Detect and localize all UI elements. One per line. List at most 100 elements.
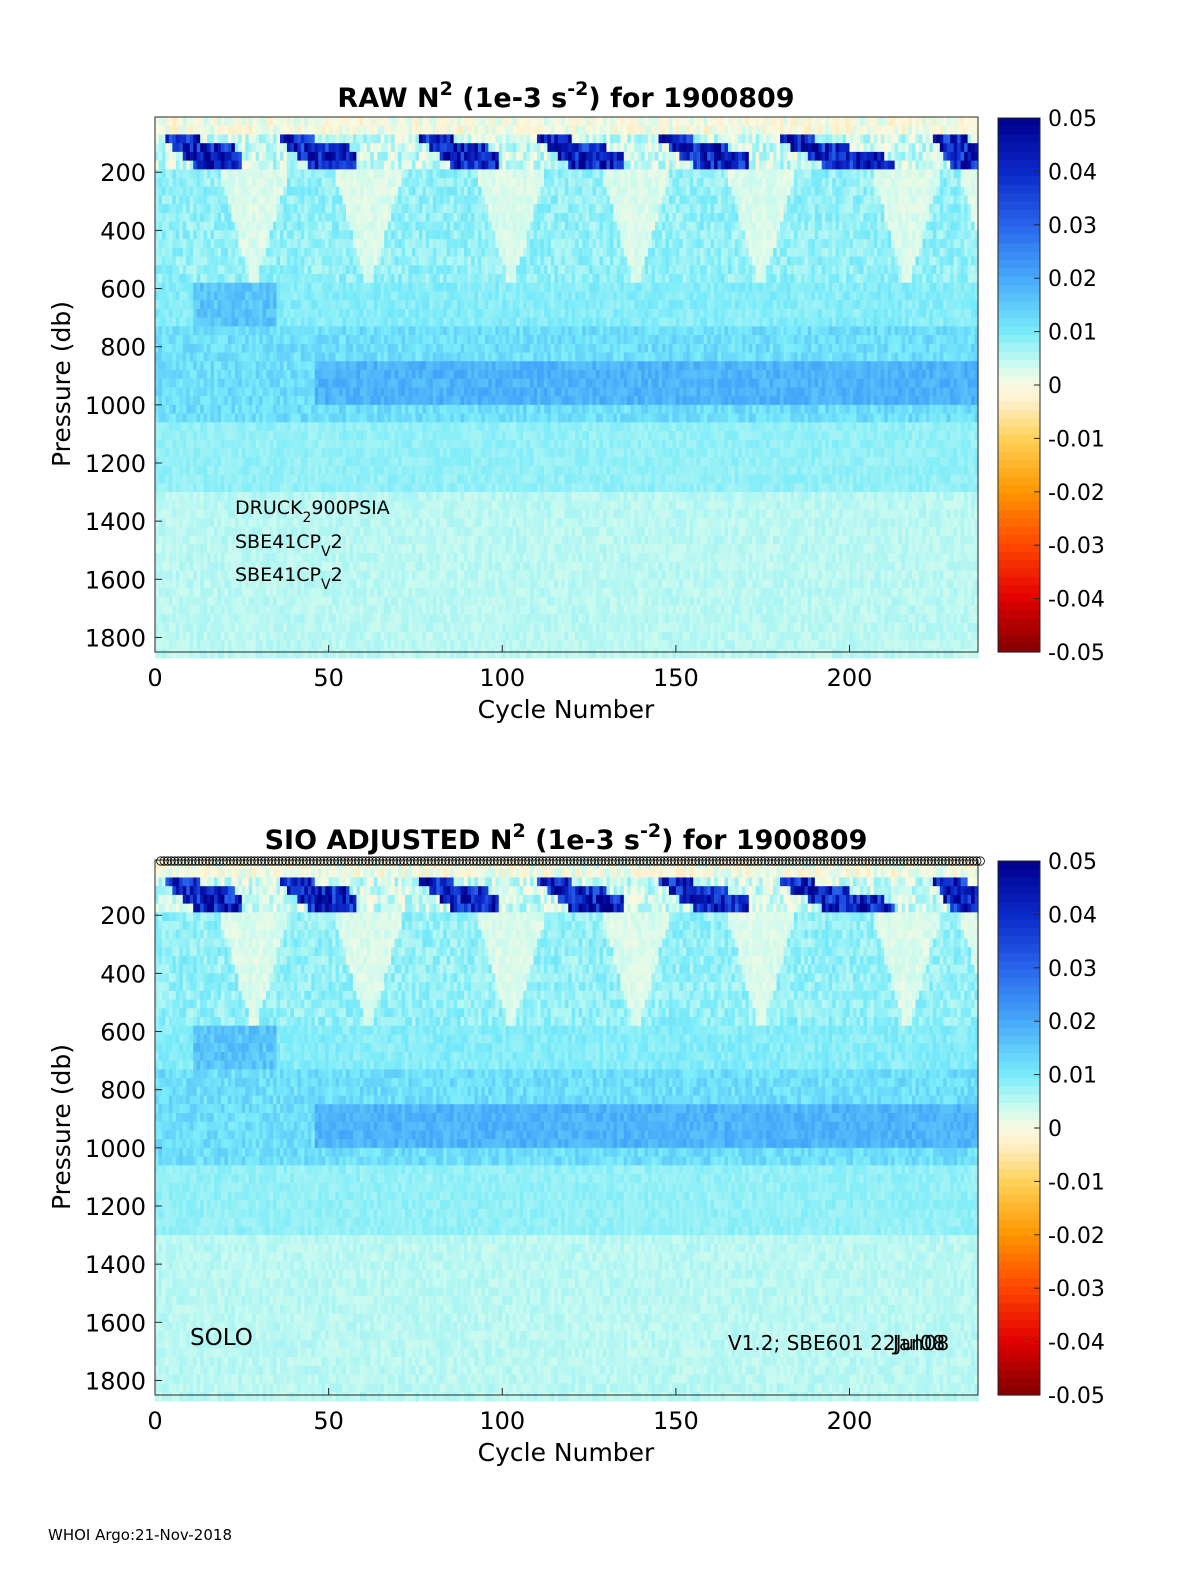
heatmap-cell — [169, 405, 173, 414]
heatmap-cell — [179, 475, 183, 484]
heatmap-cell — [155, 126, 159, 135]
heatmap-cell — [176, 143, 180, 152]
heatmap-cell — [169, 152, 173, 161]
heatmap-cell — [200, 396, 204, 405]
heatmap-cell — [207, 169, 211, 178]
heatmap-cell — [224, 457, 228, 466]
heatmap-cell — [158, 143, 162, 152]
heatmap-cell — [221, 475, 225, 484]
heatmap-cell — [179, 562, 183, 571]
heatmap-cell — [193, 466, 197, 475]
heatmap-cell — [200, 318, 204, 327]
heatmap-cell — [228, 117, 232, 126]
heatmap-cell — [221, 326, 225, 335]
heatmap-cell — [200, 283, 204, 292]
heatmap-cell — [158, 213, 162, 222]
heatmap-cell — [218, 117, 222, 126]
heatmap-cell — [183, 605, 187, 614]
heatmap-cell — [224, 248, 228, 257]
heatmap-cell — [190, 457, 194, 466]
heatmap-cell — [214, 527, 218, 536]
heatmap-cell — [211, 283, 215, 292]
heatmap-cell — [193, 588, 197, 597]
heatmap-cell — [169, 422, 173, 431]
heatmap-cell — [214, 117, 218, 126]
heatmap-cell — [165, 440, 169, 449]
heatmap-cell — [224, 536, 228, 545]
heatmap-cell — [204, 283, 208, 292]
heatmap-cell — [214, 265, 218, 274]
heatmap-cell — [200, 274, 204, 283]
heatmap-cell — [224, 588, 228, 597]
heatmap-cell — [162, 161, 166, 170]
heatmap-cell — [193, 562, 197, 571]
heatmap-cell — [179, 588, 183, 597]
heatmap-cell — [224, 143, 228, 152]
heatmap-cell — [186, 300, 190, 309]
heatmap-cell — [224, 440, 228, 449]
heatmap-cell — [172, 605, 176, 614]
heatmap-cell — [165, 335, 169, 344]
heatmap-cell — [224, 396, 228, 405]
heatmap-cell — [183, 204, 187, 213]
heatmap-cell — [179, 134, 183, 143]
heatmap-cell — [169, 544, 173, 553]
heatmap-cell — [186, 344, 190, 353]
heatmap-cell — [190, 126, 194, 135]
heatmap-cell — [193, 152, 197, 161]
heatmap-cell — [165, 117, 169, 126]
heatmap-cell — [193, 239, 197, 248]
heatmap-cell — [211, 318, 215, 327]
heatmap-cell — [224, 466, 228, 475]
heatmap-cell — [190, 353, 194, 362]
heatmap-cell — [224, 361, 228, 370]
heatmap-cell — [218, 649, 222, 658]
heatmap-cell — [179, 318, 183, 327]
heatmap-cell — [158, 536, 162, 545]
heatmap-cell — [169, 283, 173, 292]
heatmap-cell — [183, 178, 187, 187]
heatmap-cell — [221, 239, 225, 248]
heatmap-cell — [200, 536, 204, 545]
heatmap-cell — [172, 370, 176, 379]
heatmap-cell — [224, 510, 228, 519]
heatmap-cell — [176, 178, 180, 187]
heatmap-cell — [158, 649, 162, 658]
heatmap-cell — [221, 605, 225, 614]
heatmap-cell — [176, 152, 180, 161]
heatmap-cell — [176, 187, 180, 196]
heatmap-cell — [172, 196, 176, 205]
heatmap-cell — [162, 361, 166, 370]
heatmap-cell — [179, 597, 183, 606]
heatmap-cell — [172, 597, 176, 606]
heatmap-cell — [197, 178, 201, 187]
heatmap-cell — [218, 597, 222, 606]
heatmap-cell — [190, 134, 194, 143]
heatmap-cell — [183, 405, 187, 414]
heatmap-cell — [221, 353, 225, 362]
heatmap-cell — [179, 501, 183, 510]
heatmap-cell — [221, 457, 225, 466]
heatmap-cell — [186, 501, 190, 510]
heatmap-cell — [186, 248, 190, 257]
heatmap-cell — [207, 510, 211, 519]
heatmap-cell — [207, 265, 211, 274]
heatmap-cell — [162, 257, 166, 266]
heatmap-cell — [183, 230, 187, 239]
heatmap-cell — [214, 370, 218, 379]
heatmap-cell — [218, 387, 222, 396]
heatmap-cell — [190, 396, 194, 405]
heatmap-cell — [218, 196, 222, 205]
heatmap-cell — [179, 448, 183, 457]
heatmap-cell — [193, 143, 197, 152]
heatmap-cell — [158, 588, 162, 597]
heatmap-cell — [162, 117, 166, 126]
heatmap-cell — [204, 309, 208, 318]
heatmap-cell — [221, 361, 225, 370]
heatmap-cell — [224, 605, 228, 614]
heatmap-cell — [200, 152, 204, 161]
heatmap-cell — [158, 571, 162, 580]
heatmap-cell — [162, 571, 166, 580]
heatmap-cell — [204, 649, 208, 658]
heatmap-cell — [224, 344, 228, 353]
